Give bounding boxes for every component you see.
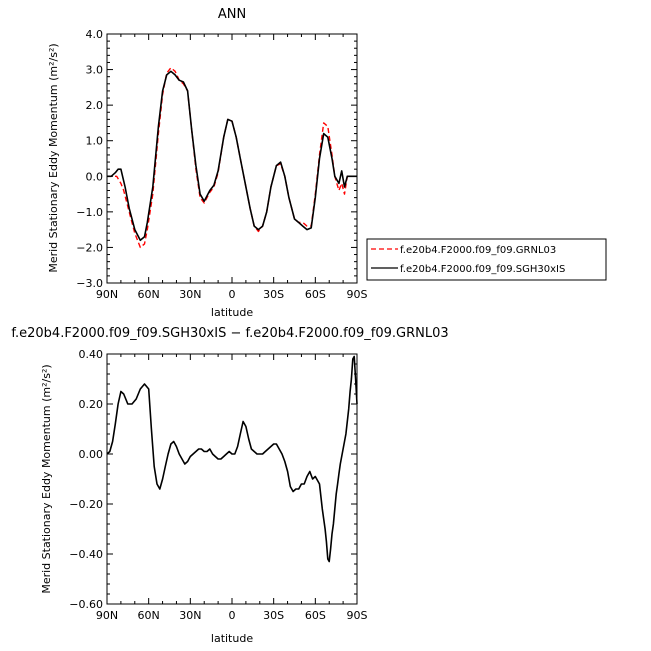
top-ytick-label: 3.0 (86, 64, 104, 77)
legend: f.e20b4.F2000.f09_f09.GRNL03 f.e20b4.F20… (366, 238, 607, 281)
bottom-ytick-label: 0.20 (79, 398, 104, 411)
bottom-xtick-label: 60N (138, 609, 160, 622)
top-xtick-label: 60N (138, 288, 160, 301)
bottom-chart-title: f.e20b4.F2000.f09_f09.SGH30xIS − f.e20b4… (11, 326, 448, 341)
bottom-xtick-label: 0 (229, 609, 236, 622)
top-xtick-label: 0 (229, 288, 236, 301)
top-x-axis-label: latitude (211, 306, 253, 319)
bottom-ytick-label: −0.40 (69, 548, 103, 561)
bottom-ytick-label: 0.00 (79, 448, 104, 461)
top-series-line-1 (107, 70, 357, 242)
bottom-series-line-0 (106, 355, 358, 563)
chart-bottom: f.e20b4.F2000.f09_f09.SGH30xIS − f.e20b4… (11, 326, 448, 645)
top-xtick-label: 90N (96, 288, 118, 301)
bottom-xtick-label: 60S (305, 609, 326, 622)
top-xtick-label: 30S (263, 288, 284, 301)
top-ytick-label: −1.0 (76, 206, 103, 219)
bottom-ytick-label: −0.20 (69, 498, 103, 511)
top-chart-title: ANN (218, 7, 246, 22)
chart-top: ANN −3.0 −2.0 −1.0 0.0 1.0 2.0 3.0 4.0 90N 60N 30N… (47, 7, 607, 319)
top-xtick-label: 30N (179, 288, 201, 301)
top-ytick-label: 2.0 (86, 99, 104, 112)
bottom-x-axis-label: latitude (211, 632, 253, 645)
bottom-xtick-label: 90N (96, 609, 118, 622)
top-y-axis-label: Merid Stationary Eddy Momentum (m²/s²) (47, 43, 60, 272)
top-xtick-label: 90S (347, 288, 368, 301)
bottom-plot-frame (106, 353, 358, 605)
top-ytick-label: 4.0 (86, 28, 104, 41)
bottom-ticks: −0.60 −0.40 −0.20 0.00 0.20 0.40 90N 60N 30N 0 30S… (69, 348, 367, 622)
bottom-series (106, 355, 358, 563)
top-series-line-0 (107, 67, 357, 249)
bottom-y-axis-label: Merid Stationary Eddy Momentum (m²/s²) (40, 364, 53, 593)
legend-label-sgh30xis: f.e20b4.F2000.f09_f09.SGH30xIS (400, 264, 565, 275)
bottom-xtick-label: 30S (263, 609, 284, 622)
top-xtick-label: 60S (305, 288, 326, 301)
top-series (107, 67, 357, 249)
legend-label-grnl03: f.e20b4.F2000.f09_f09.GRNL03 (400, 245, 556, 256)
top-ytick-label: 0.0 (86, 170, 104, 183)
top-ytick-label: −2.0 (76, 241, 103, 254)
bottom-ytick-label: 0.40 (79, 348, 104, 361)
top-ytick-label: −3.0 (76, 277, 103, 290)
legend-box (366, 238, 607, 281)
top-ytick-label: 1.0 (86, 135, 104, 148)
top-ticks: −3.0 −2.0 −1.0 0.0 1.0 2.0 3.0 4.0 90N 60N 30N 0 30S… (76, 28, 367, 301)
bottom-xtick-label: 90S (347, 609, 368, 622)
bottom-ytick-label: −0.60 (69, 598, 103, 611)
bottom-xtick-label: 30N (179, 609, 201, 622)
